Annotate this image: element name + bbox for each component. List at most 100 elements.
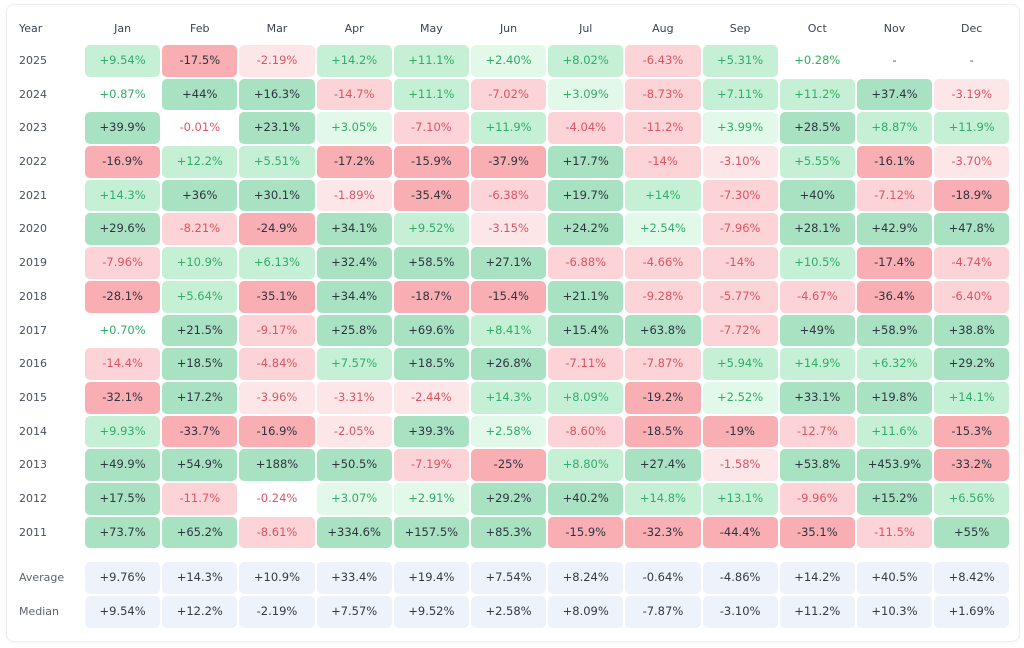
heatmap-cell-2019-jul: -6.88% — [548, 247, 624, 279]
year-label: 2015 — [19, 390, 47, 404]
header-sep: Sep — [729, 22, 751, 35]
heatmap-cell-2018-apr: +34.4% — [316, 280, 392, 313]
heatmap-cell-2015-may: -2.44% — [393, 381, 469, 414]
heatmap-cell-2020-sep: -7.96% — [702, 213, 778, 246]
heatmap-cell-2025-apr: +14.2% — [316, 45, 392, 77]
heatmap-cell-2025-may: +11.1% — [393, 45, 469, 77]
header-jan: Jan — [114, 22, 132, 35]
heatmap-cell-2023-feb: -0.01% — [179, 120, 221, 135]
year-label: 2014 — [19, 424, 47, 438]
heatmap-cell-2011-dec: +55% — [934, 516, 1010, 549]
heatmap-cell-2020-apr: +34.1% — [316, 213, 392, 246]
heatmap-cell-2020-aug: +2.54% — [625, 213, 701, 246]
heatmap-cell-2018-nov: -36.4% — [856, 280, 933, 313]
heatmap-cell-2022-nov: -16.1% — [856, 146, 933, 178]
heatmap-cell-2024-apr: -14.7% — [316, 78, 392, 111]
heatmap-cell-2023-sep: +3.99% — [702, 112, 778, 145]
year-label: 2023 — [19, 121, 47, 135]
year-label: 2013 — [19, 458, 47, 472]
heatmap-cell-2024-oct: +11.2% — [779, 78, 855, 111]
heatmap-cell-2015-jul: +8.09% — [548, 381, 624, 414]
heatmap-cell-2017-mar: -9.17% — [239, 314, 315, 347]
heatmap-cell-2012-jun: +29.2% — [470, 482, 547, 515]
summary-cell-average-sep: -4.86% — [702, 562, 778, 594]
heatmap-cell-2014-mar: -16.9% — [239, 415, 315, 448]
heatmap-cell-2011-may: +157.5% — [393, 516, 469, 549]
heatmap-cell-2020-nov: +42.9% — [856, 213, 933, 246]
heatmap-cell-2014-oct: -12.7% — [779, 415, 855, 448]
heatmap-cell-2023-mar: +23.1% — [239, 112, 315, 145]
heatmap-cell-2020-may: +9.52% — [393, 213, 469, 246]
heatmap-cell-2018-sep: -5.77% — [702, 280, 778, 313]
heatmap-cell-2018-mar: -35.1% — [239, 280, 315, 313]
heatmap-cell-2019-jun: +27.1% — [470, 247, 547, 279]
heatmap-cell-2016-jun: +26.8% — [470, 348, 547, 380]
heatmap-cell-2015-nov: +19.8% — [856, 381, 933, 414]
heatmap-cell-2013-oct: +53.8% — [779, 449, 855, 481]
heatmap-cell-2015-oct: +33.1% — [779, 381, 855, 414]
heatmap-cell-2012-jul: +40.2% — [548, 482, 624, 515]
heatmap-cell-2025-jan: +9.54% — [85, 45, 161, 77]
year-label: 2016 — [19, 357, 47, 371]
heatmap-cell-2011-jun: +85.3% — [470, 516, 547, 549]
heatmap-cell-2014-aug: -18.5% — [625, 415, 701, 448]
heatmap-cell-2021-feb: +36% — [162, 179, 238, 212]
summary-cell-median-sep: -3.10% — [702, 596, 778, 628]
heatmap-cell-2012-aug: +14.8% — [625, 482, 701, 515]
heatmap-cell-2018-dec: -6.40% — [934, 280, 1010, 313]
heatmap-cell-2018-jan: -28.1% — [85, 280, 161, 313]
heatmap-cell-2021-mar: +30.1% — [239, 179, 315, 212]
heatmap-cell-2013-may: -7.19% — [393, 449, 469, 481]
heatmap-cell-2019-apr: +32.4% — [316, 247, 392, 279]
year-label: 2024 — [19, 87, 47, 101]
summary-cell-median-dec: +1.69% — [934, 596, 1010, 628]
year-label: 2025 — [19, 54, 47, 67]
header-mar: Mar — [266, 22, 288, 35]
heatmap-cell-2023-jun: +11.9% — [470, 112, 547, 145]
summary-cell-median-nov: +10.3% — [856, 596, 933, 628]
header-may: May — [419, 22, 443, 35]
heatmap-cell-2023-aug: -11.2% — [625, 112, 701, 145]
heatmap-cell-2019-mar: +6.13% — [239, 247, 315, 279]
heatmap-cell-2022-feb: +12.2% — [162, 146, 238, 178]
heatmap-cell-2019-dec: -4.74% — [934, 247, 1010, 279]
heatmap-cell-2022-dec: -3.70% — [934, 146, 1010, 178]
heatmap-cell-2019-feb: +10.9% — [162, 247, 238, 279]
heatmap-cell-2024-mar: +16.3% — [239, 78, 315, 111]
heatmap-cell-2023-apr: +3.05% — [316, 112, 392, 145]
heatmap-cell-2024-aug: -8.73% — [625, 78, 701, 111]
monthly-returns-heatmap: Year Jan Feb Mar Apr May Jun Jul Aug Sep Oct Nov Dec… — [19, 13, 1010, 630]
heatmap-cell-2023-dec: +11.9% — [934, 112, 1010, 145]
heatmap-cell-2020-oct: +28.1% — [779, 213, 855, 246]
heatmap-cell-2025-jun: +2.40% — [470, 45, 547, 77]
heatmap-cell-2018-oct: -4.67% — [779, 280, 855, 313]
heatmap-cell-2012-nov: +15.2% — [856, 482, 933, 515]
heatmap-cell-2021-jul: +19.7% — [548, 179, 624, 212]
heatmap-cell-2018-jun: -15.4% — [470, 280, 547, 313]
heatmap-cell-2021-may: -35.4% — [393, 179, 469, 212]
heatmap-cell-2020-mar: -24.9% — [239, 213, 315, 246]
heatmap-cell-2012-feb: -11.7% — [162, 482, 238, 515]
header-year: Year — [19, 22, 43, 35]
heatmap-cell-2017-apr: +25.8% — [316, 314, 392, 347]
heatmap-cell-2018-feb: +5.64% — [162, 280, 238, 313]
heatmap-cell-2025-aug: -6.43% — [625, 45, 701, 77]
heatmap-cell-2025-jul: +8.02% — [548, 45, 624, 77]
heatmap-cell-2021-nov: -7.12% — [856, 179, 933, 212]
heatmap-cell-2021-sep: -7.30% — [702, 179, 778, 212]
summary-cell-median-apr: +7.57% — [316, 596, 392, 628]
heatmap-cell-2015-sep: +2.52% — [702, 381, 778, 414]
heatmap-cell-2016-jul: -7.11% — [548, 348, 624, 380]
summary-cell-median-oct: +11.2% — [779, 596, 855, 628]
heatmap-cell-2016-feb: +18.5% — [162, 348, 238, 380]
heatmap-cell-2022-jul: +17.7% — [548, 146, 624, 178]
heatmap-cell-2024-sep: +7.11% — [702, 78, 778, 111]
heatmap-cell-2019-aug: -4.66% — [625, 247, 701, 279]
heatmap-cell-2019-jan: -7.96% — [85, 247, 161, 279]
heatmap-cell-2021-jun: -6.38% — [470, 179, 547, 212]
heatmap-cell-2022-jun: -37.9% — [470, 146, 547, 178]
heatmap-cell-2015-feb: +17.2% — [162, 381, 238, 414]
heatmap-cell-2017-dec: +38.8% — [934, 314, 1010, 347]
heatmap-cell-2015-jun: +14.3% — [470, 381, 547, 414]
summary-cell-average-jul: +8.24% — [548, 562, 624, 594]
